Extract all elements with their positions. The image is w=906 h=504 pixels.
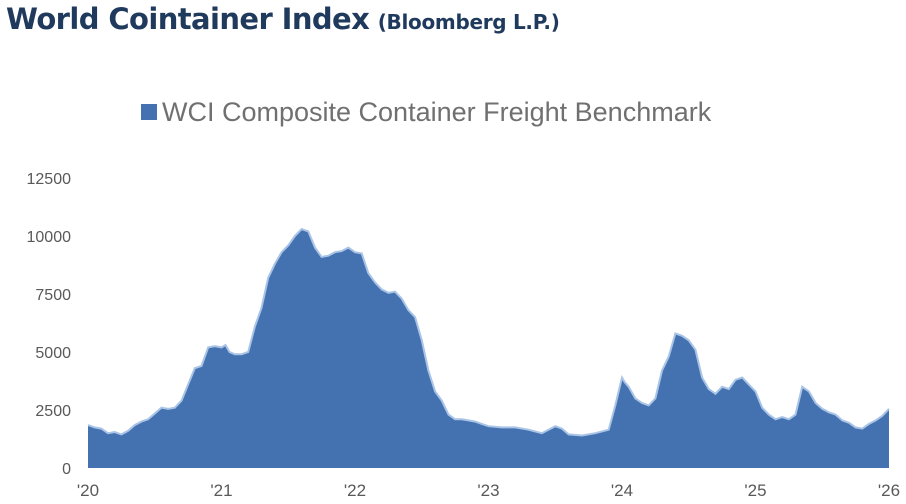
- x-tick-label: '24: [611, 481, 633, 500]
- x-tick-label: '23: [477, 481, 499, 500]
- page-title-block: World Cointainer Index (Bloomberg L.P.): [6, 2, 560, 36]
- chart-legend: WCI Composite Container Freight Benchmar…: [141, 97, 712, 127]
- y-tick-label: 5000: [35, 345, 71, 362]
- legend-swatch: [141, 104, 157, 120]
- x-tick-label: '21: [210, 481, 232, 500]
- x-tick-label: '26: [878, 481, 900, 500]
- wci-area-series: [88, 229, 889, 468]
- y-axis: 0 2500 5000 7500 10000 12500: [27, 171, 72, 478]
- page-title: World Cointainer Index: [6, 2, 370, 36]
- wci-series-line: [87, 227, 890, 437]
- x-axis: '20 '21 '22 '23 '24 '25 '26: [77, 481, 900, 500]
- y-tick-label: 12500: [27, 171, 72, 188]
- y-tick-label: 7500: [35, 287, 71, 304]
- y-tick-label: 0: [62, 461, 71, 478]
- y-tick-label: 2500: [35, 403, 71, 420]
- page-subtitle: (Bloomberg L.P.): [377, 10, 560, 34]
- x-tick-label: '20: [77, 481, 99, 500]
- legend-label: WCI Composite Container Freight Benchmar…: [162, 97, 712, 127]
- x-tick-label: '25: [744, 481, 766, 500]
- x-tick-label: '22: [344, 481, 366, 500]
- y-tick-label: 10000: [27, 229, 72, 246]
